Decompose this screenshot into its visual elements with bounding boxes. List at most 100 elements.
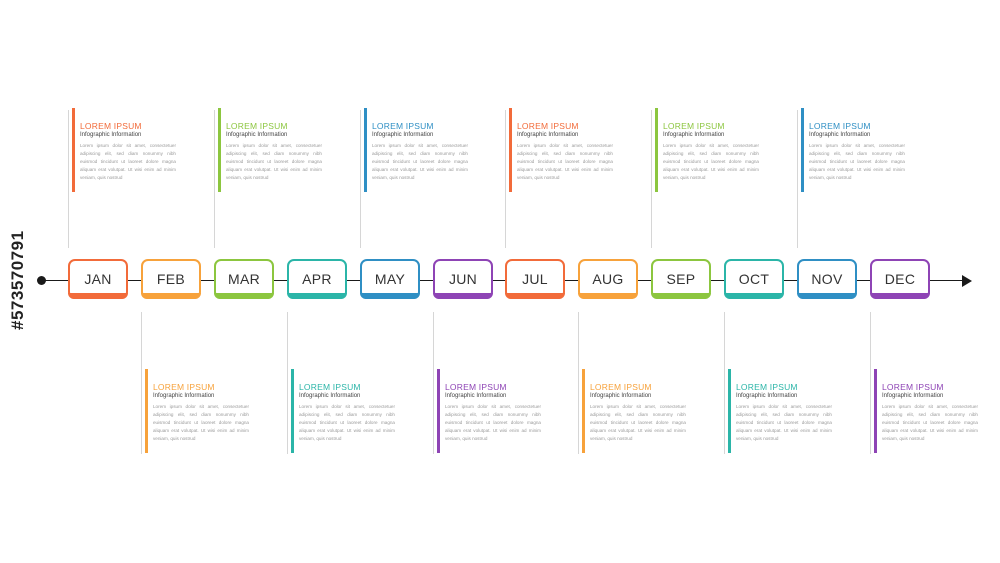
month-label: MAR: [227, 271, 260, 287]
card-body-text: Lorem ipsum dolor sit amet, consectetuer…: [299, 404, 395, 441]
card-subtitle: Infographic Information: [226, 132, 288, 138]
info-card-jan: LOREM IPSUM Infographic Information Lorem …: [72, 108, 176, 194]
month-may: MAY: [360, 259, 420, 299]
card-title: LOREM IPSUM: [299, 382, 361, 392]
month-mar: MAR: [214, 259, 274, 299]
info-card-aug: LOREM IPSUM Infographic Information Lorem …: [582, 369, 686, 455]
card-body-text: Lorem ipsum dolor sit amet, consectetuer…: [882, 404, 978, 441]
card-subtitle: Infographic Information: [153, 393, 215, 399]
month-label: JUN: [448, 271, 478, 287]
card-body-text: Lorem ipsum dolor sit amet, consectetuer…: [590, 404, 686, 441]
guide-line: [68, 110, 69, 248]
month-label: FEB: [156, 271, 186, 287]
card-accent-bar: [72, 108, 75, 192]
month-jun: JUN: [433, 259, 493, 299]
month-color-bar: [433, 293, 493, 299]
month-jan: JAN: [68, 259, 128, 299]
guide-line: [870, 312, 871, 454]
card-accent-bar: [218, 108, 221, 192]
card-accent-bar: [437, 369, 440, 453]
info-card-mar: LOREM IPSUM Infographic Information Lorem …: [218, 108, 322, 194]
month-label: JAN: [84, 271, 112, 287]
month-color-bar: [870, 293, 930, 299]
card-title: LOREM IPSUM: [517, 121, 579, 131]
month-label: DEC: [884, 271, 916, 287]
info-card-apr: LOREM IPSUM Infographic Information Lorem …: [291, 369, 395, 455]
guide-line: [214, 110, 215, 248]
month-color-bar: [505, 293, 565, 299]
card-body-text: Lorem ipsum dolor sit amet, consectetuer…: [736, 404, 832, 441]
card-accent-bar: [509, 108, 512, 192]
guide-line: [724, 312, 725, 454]
month-nov: NOV: [797, 259, 857, 299]
month-color-bar: [797, 293, 857, 299]
month-dec: DEC: [870, 259, 930, 299]
card-title: LOREM IPSUM: [736, 382, 798, 392]
month-color-bar: [68, 293, 128, 299]
month-color-bar: [651, 293, 711, 299]
card-body-text: Lorem ipsum dolor sit amet, consectetuer…: [517, 143, 613, 180]
card-body-text: Lorem ipsum dolor sit amet, consectetuer…: [372, 143, 468, 180]
card-accent-bar: [145, 369, 148, 453]
card-title: LOREM IPSUM: [590, 382, 652, 392]
info-card-sep: LOREM IPSUM Infographic Information Lorem …: [655, 108, 759, 194]
month-sep: SEP: [651, 259, 711, 299]
guide-line: [505, 110, 506, 248]
month-oct: OCT: [724, 259, 784, 299]
month-apr: APR: [287, 259, 347, 299]
guide-line: [141, 312, 142, 454]
info-card-jun: LOREM IPSUM Infographic Information Lorem …: [437, 369, 541, 455]
timeline-start-dot: [37, 276, 46, 285]
info-card-feb: LOREM IPSUM Infographic Information Lorem …: [145, 369, 249, 455]
card-body-text: Lorem ipsum dolor sit amet, consectetuer…: [80, 143, 176, 180]
card-subtitle: Infographic Information: [445, 393, 507, 399]
card-title: LOREM IPSUM: [153, 382, 215, 392]
guide-line: [360, 110, 361, 248]
card-accent-bar: [874, 369, 877, 453]
stock-id-label: #573570791: [8, 230, 27, 330]
card-accent-bar: [364, 108, 367, 192]
info-card-jul: LOREM IPSUM Infographic Information Lorem …: [509, 108, 613, 194]
card-title: LOREM IPSUM: [80, 121, 142, 131]
month-color-bar: [141, 293, 201, 299]
month-color-bar: [724, 293, 784, 299]
info-card-nov: LOREM IPSUM Infographic Information Lorem …: [801, 108, 905, 194]
card-body-text: Lorem ipsum dolor sit amet, consectetuer…: [445, 404, 541, 441]
card-title: LOREM IPSUM: [882, 382, 944, 392]
month-label: APR: [302, 271, 332, 287]
info-card-may: LOREM IPSUM Infographic Information Lorem …: [364, 108, 468, 194]
month-color-bar: [214, 293, 274, 299]
card-subtitle: Infographic Information: [809, 132, 871, 138]
month-jul: JUL: [505, 259, 565, 299]
card-subtitle: Infographic Information: [80, 132, 142, 138]
guide-line: [287, 312, 288, 454]
card-subtitle: Infographic Information: [663, 132, 725, 138]
card-accent-bar: [582, 369, 585, 453]
card-title: LOREM IPSUM: [809, 121, 871, 131]
card-accent-bar: [801, 108, 804, 192]
month-label: MAY: [374, 271, 406, 287]
card-body-text: Lorem ipsum dolor sit amet, consectetuer…: [226, 143, 322, 180]
month-aug: AUG: [578, 259, 638, 299]
card-title: LOREM IPSUM: [372, 121, 434, 131]
card-accent-bar: [655, 108, 658, 192]
card-subtitle: Infographic Information: [736, 393, 798, 399]
month-label: AUG: [592, 271, 624, 287]
card-subtitle: Infographic Information: [882, 393, 944, 399]
guide-line: [433, 312, 434, 454]
month-color-bar: [287, 293, 347, 299]
card-accent-bar: [291, 369, 294, 453]
card-subtitle: Infographic Information: [517, 132, 579, 138]
month-color-bar: [360, 293, 420, 299]
card-accent-bar: [728, 369, 731, 453]
info-card-dec: LOREM IPSUM Infographic Information Lorem …: [874, 369, 978, 455]
guide-line: [651, 110, 652, 248]
card-title: LOREM IPSUM: [226, 121, 288, 131]
month-color-bar: [578, 293, 638, 299]
month-label: SEP: [666, 271, 696, 287]
month-feb: FEB: [141, 259, 201, 299]
card-subtitle: Infographic Information: [299, 393, 361, 399]
info-card-oct: LOREM IPSUM Infographic Information Lorem …: [728, 369, 832, 455]
month-label: OCT: [738, 271, 770, 287]
